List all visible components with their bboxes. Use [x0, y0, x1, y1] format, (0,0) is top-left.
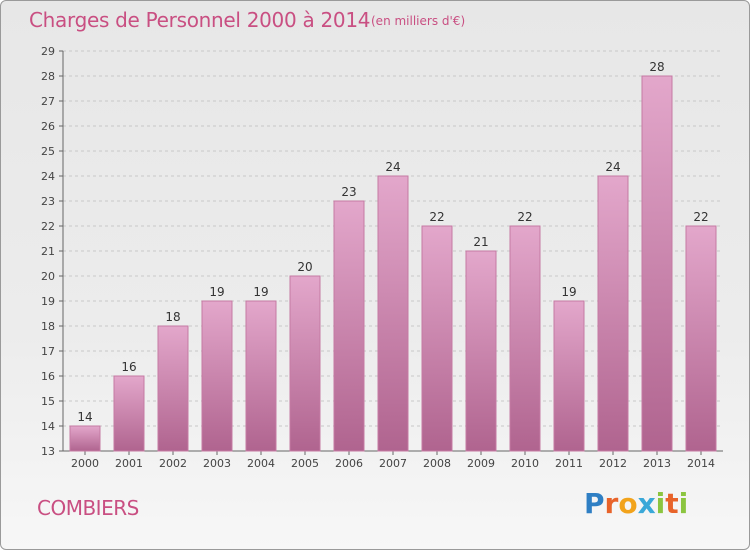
y-tick-label: 28	[41, 70, 55, 83]
x-tick-label: 2007	[379, 457, 407, 470]
data-label: 22	[693, 210, 708, 224]
bar	[553, 300, 585, 452]
y-tick-label: 26	[41, 120, 55, 133]
x-tick-label: 2003	[203, 457, 231, 470]
y-tick-label: 14	[41, 420, 55, 433]
y-tick-label: 21	[41, 245, 55, 258]
y-tick-label: 15	[41, 395, 55, 408]
x-tick-label: 2009	[467, 457, 495, 470]
data-label: 14	[77, 410, 92, 424]
bar	[113, 375, 145, 452]
x-tick-label: 2006	[335, 457, 363, 470]
y-tick-label: 22	[41, 220, 55, 233]
bar	[641, 75, 673, 452]
logo-letter: r	[604, 487, 619, 520]
data-label: 21	[473, 235, 488, 249]
y-tick-label: 16	[41, 370, 55, 383]
chart-unit: (en milliers d'€)	[371, 14, 466, 28]
y-tick-label: 17	[41, 345, 55, 358]
chart-title: Charges de Personnel 2000 à 2014	[29, 8, 371, 32]
data-label: 22	[429, 210, 444, 224]
bar	[201, 300, 233, 452]
bar	[421, 225, 453, 452]
x-tick-label: 2004	[247, 457, 275, 470]
bar	[333, 200, 365, 452]
y-tick-label: 24	[41, 170, 55, 183]
data-label: 19	[253, 285, 268, 299]
logo-letter: o	[618, 487, 638, 520]
data-label: 22	[517, 210, 532, 224]
data-label: 19	[209, 285, 224, 299]
y-tick-label: 18	[41, 320, 55, 333]
bar	[509, 225, 541, 452]
data-label: 28	[649, 60, 664, 74]
x-tick-label: 2010	[511, 457, 539, 470]
data-label: 16	[121, 360, 136, 374]
x-tick-label: 2005	[291, 457, 319, 470]
data-label: 23	[341, 185, 356, 199]
bar	[289, 275, 321, 452]
logo-letter: P	[584, 487, 605, 520]
proxiti-logo: Proxiti	[584, 487, 688, 520]
data-label: 24	[385, 160, 400, 174]
x-tick-label: 2012	[599, 457, 627, 470]
x-tick-label: 2002	[159, 457, 187, 470]
y-tick-label: 19	[41, 295, 55, 308]
y-tick-label: 29	[41, 45, 55, 58]
y-tick-label: 27	[41, 95, 55, 108]
data-label: 20	[297, 260, 312, 274]
y-tick-label: 25	[41, 145, 55, 158]
bar	[377, 175, 409, 452]
city-name: COMBIERS	[37, 496, 139, 520]
bar	[465, 250, 497, 452]
data-label: 24	[605, 160, 620, 174]
y-tick-label: 13	[41, 445, 55, 458]
x-tick-label: 2011	[555, 457, 583, 470]
logo-letter: i	[655, 487, 666, 520]
data-label: 18	[165, 310, 180, 324]
x-tick-label: 2008	[423, 457, 451, 470]
y-tick-label: 23	[41, 195, 55, 208]
bar	[157, 325, 189, 452]
logo-letter: x	[637, 487, 656, 520]
x-tick-label: 2001	[115, 457, 143, 470]
labels: 13 14 15 16 17 18 19 20 21 22 23 24 25 26 27 28 29 14 2000…	[41, 45, 715, 470]
logo-letter: t	[665, 487, 679, 520]
y-tick-label: 20	[41, 270, 55, 283]
logo-letter: i	[678, 487, 689, 520]
bar	[69, 425, 101, 452]
x-tick-label: 2000	[71, 457, 99, 470]
bar	[245, 300, 277, 452]
bar	[685, 225, 717, 452]
bars	[69, 75, 717, 452]
x-tick-label: 2013	[643, 457, 671, 470]
data-label: 19	[561, 285, 576, 299]
x-tick-label: 2014	[687, 457, 715, 470]
bar	[597, 175, 629, 452]
